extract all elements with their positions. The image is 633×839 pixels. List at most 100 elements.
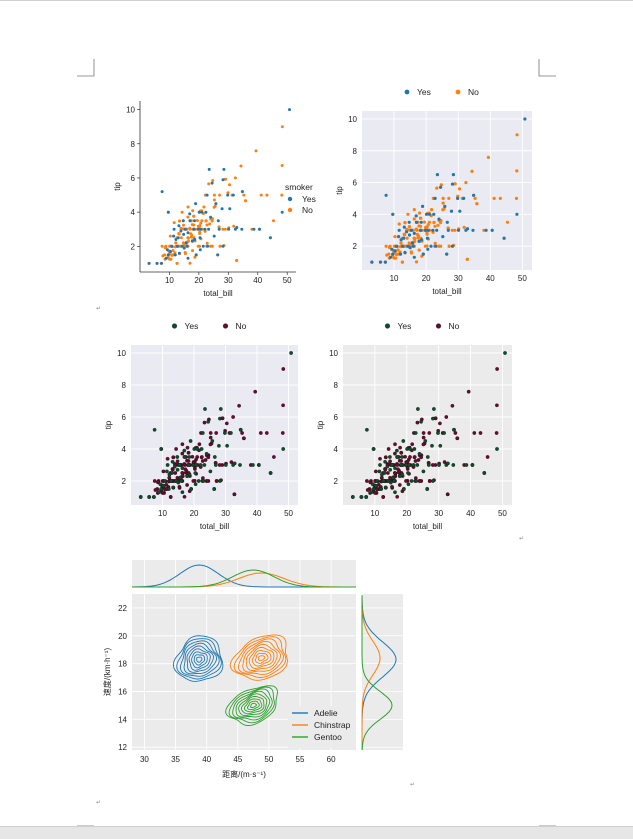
data-point-yes xyxy=(484,228,488,232)
data-point-yes xyxy=(181,219,185,223)
data-point-yes xyxy=(198,248,202,252)
data-point-yes xyxy=(221,244,225,248)
data-point-no xyxy=(439,183,443,187)
legend-label-no: No xyxy=(236,321,247,331)
data-point-yes xyxy=(177,224,181,228)
data-point-no xyxy=(492,196,496,200)
data-point-no xyxy=(208,442,213,447)
data-point-yes xyxy=(421,204,425,208)
data-point-no xyxy=(180,471,185,475)
data-point-yes xyxy=(208,469,213,474)
kde-contour-gentoo xyxy=(235,690,271,718)
data-point-yes xyxy=(401,439,406,443)
data-point-yes xyxy=(157,490,161,495)
data-point-yes xyxy=(178,475,183,480)
data-point-yes xyxy=(201,479,206,483)
data-point-no xyxy=(168,495,173,499)
data-point-yes xyxy=(472,193,476,197)
data-point-no xyxy=(185,483,189,487)
x-tick-label: 40 xyxy=(466,509,475,518)
data-point-yes xyxy=(432,407,436,411)
data-point-no xyxy=(396,248,400,252)
data-point-yes xyxy=(138,495,143,499)
kde-contour-chinstrap xyxy=(238,638,284,675)
data-point-no xyxy=(214,479,219,483)
data-point-yes xyxy=(210,439,215,443)
y-tick-label: 6 xyxy=(334,413,339,422)
data-point-no xyxy=(235,259,239,262)
data-point-no xyxy=(204,219,208,223)
top-marginal-kde-gentoo xyxy=(132,569,356,588)
data-point-no xyxy=(212,205,216,209)
data-point-yes xyxy=(165,463,170,467)
y-tick-label: 6 xyxy=(122,413,127,422)
x-axis-label: total_bill xyxy=(432,287,462,296)
x-tick-label: 20 xyxy=(422,274,431,283)
data-point-no xyxy=(425,231,429,235)
kde-contour-gentoo xyxy=(240,696,265,715)
data-point-yes xyxy=(426,228,430,232)
y-axis-label: tip xyxy=(113,182,122,191)
data-point-no xyxy=(212,193,216,197)
y-tick-label: 6 xyxy=(131,174,136,183)
data-point-no xyxy=(188,261,192,265)
y-axis-label: tip xyxy=(104,420,113,429)
data-point-yes xyxy=(218,407,223,411)
data-point-no xyxy=(387,245,392,249)
data-point-no xyxy=(450,228,454,232)
data-point-yes xyxy=(193,219,196,223)
data-point-no xyxy=(433,241,437,245)
x-tick-label: 35 xyxy=(171,755,180,764)
data-point-yes xyxy=(182,448,187,453)
data-point-yes xyxy=(180,466,185,471)
data-point-yes xyxy=(170,459,175,464)
data-point-yes xyxy=(395,455,400,459)
x-tick-label: 30 xyxy=(221,509,230,518)
data-point-yes xyxy=(425,455,430,459)
data-point-yes xyxy=(458,209,462,213)
data-point-yes xyxy=(515,212,519,216)
kde-contour-adelie xyxy=(172,635,224,682)
data-point-no xyxy=(447,196,451,200)
data-point-yes xyxy=(390,247,394,251)
kde-contour-chinstrap xyxy=(254,652,269,664)
data-point-yes xyxy=(180,490,185,495)
data-point-yes xyxy=(383,485,388,490)
data-point-no xyxy=(244,199,247,203)
data-point-yes xyxy=(180,244,184,248)
data-point-yes xyxy=(435,173,439,177)
data-point-yes xyxy=(431,228,435,232)
data-point-yes xyxy=(388,255,393,259)
kde-contour-adelie xyxy=(193,654,206,666)
data-point-yes xyxy=(384,193,388,197)
x-tick-label: 10 xyxy=(370,509,379,518)
kde-contour-adelie xyxy=(176,638,222,680)
data-point-no xyxy=(393,471,397,475)
data-point-yes xyxy=(390,463,394,467)
data-point-yes xyxy=(175,244,179,248)
data-point-no xyxy=(177,484,182,489)
kde-contour-chinstrap xyxy=(229,634,288,681)
legend-marker-no xyxy=(287,207,293,213)
data-point-no xyxy=(208,222,212,226)
corner-mark-top-left xyxy=(77,59,95,77)
data-point-no xyxy=(195,219,199,222)
data-point-yes xyxy=(400,472,405,477)
data-point-yes xyxy=(188,219,192,223)
data-point-no xyxy=(174,241,178,245)
data-point-no xyxy=(457,187,462,191)
data-point-no xyxy=(407,225,411,229)
y-tick-label: 2 xyxy=(122,477,127,486)
data-point-yes xyxy=(268,236,272,240)
paragraph-mark: ↵ xyxy=(519,535,524,542)
plot-area xyxy=(140,101,296,272)
x-axis-label: total_bill xyxy=(413,522,443,531)
data-point-yes xyxy=(188,439,193,443)
data-point-yes xyxy=(435,228,439,232)
paragraph-mark: ↵ xyxy=(410,781,415,788)
data-point-no xyxy=(192,214,196,218)
data-point-yes xyxy=(184,241,188,245)
data-point-no xyxy=(453,182,457,186)
data-point-no xyxy=(441,208,445,212)
data-point-no xyxy=(475,202,479,206)
